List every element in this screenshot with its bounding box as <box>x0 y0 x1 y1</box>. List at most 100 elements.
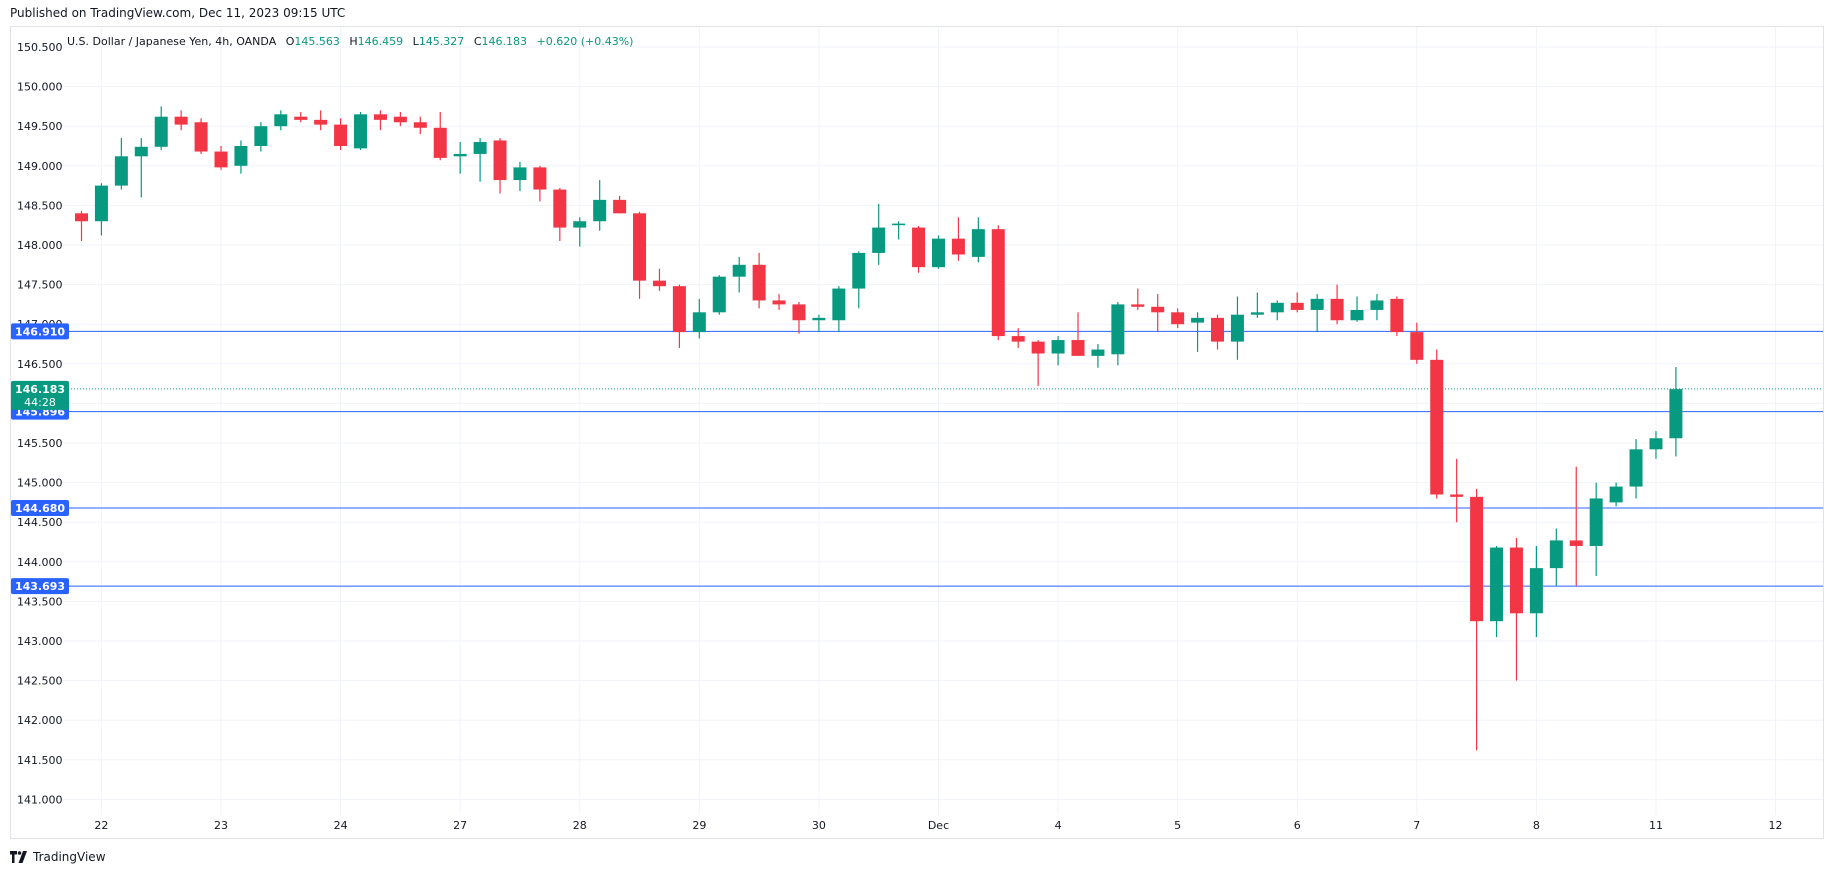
footer-brand[interactable]: TradingView <box>10 850 106 864</box>
candle-body <box>1529 568 1543 614</box>
y-tick-label: 141.500 <box>17 754 63 767</box>
candle-body <box>94 185 108 222</box>
candle-body <box>1390 298 1404 333</box>
candle <box>334 118 348 150</box>
candle-body <box>1330 298 1344 321</box>
x-tick-label: 24 <box>334 819 348 832</box>
y-tick-label: 145.500 <box>17 437 63 450</box>
candle-body <box>1430 359 1444 495</box>
candle-body <box>1649 438 1663 450</box>
candle <box>433 111 447 161</box>
candle-body <box>354 114 368 149</box>
candle-body <box>573 221 587 228</box>
x-axis-labels: 22 23 24 27 28 29 30 Dec 4 5 6 7 8 11 12 <box>94 819 1782 832</box>
current-price-badge <box>11 380 69 410</box>
candle <box>792 302 806 334</box>
candle <box>373 110 387 131</box>
candle-body <box>732 264 746 277</box>
candle-body <box>1250 312 1264 315</box>
candle-body <box>1310 298 1324 310</box>
candle-body <box>1071 340 1085 356</box>
candle-body <box>1410 332 1424 360</box>
candle <box>951 217 965 261</box>
candle-body <box>872 227 886 253</box>
candle <box>692 298 706 339</box>
candle <box>473 138 487 182</box>
y-tick-label: 143.500 <box>17 595 63 608</box>
candle <box>852 251 866 309</box>
candle-body <box>1370 300 1384 310</box>
candle <box>971 217 985 263</box>
candle-body <box>951 238 965 255</box>
candle <box>453 142 467 174</box>
candle <box>712 275 726 315</box>
candle <box>1649 431 1663 459</box>
candle-body <box>593 199 607 222</box>
candle <box>1569 466 1583 586</box>
y-tick-label: 148.000 <box>17 239 63 252</box>
candle <box>1330 284 1344 325</box>
grid-layer <box>62 27 1823 815</box>
y-axis-labels: 150.500 150.000 149.500 149.000 148.500 148.0… <box>17 41 63 806</box>
candle-body <box>453 153 467 157</box>
candle-body <box>294 116 308 120</box>
candle <box>114 138 128 190</box>
candle <box>393 111 407 127</box>
candle <box>732 256 746 293</box>
y-tick-label: 144.000 <box>17 556 63 569</box>
x-tick-label: 30 <box>812 819 826 832</box>
candle <box>1310 294 1324 333</box>
candle-body <box>1011 336 1025 342</box>
horizontal-lines-layer <box>62 330 1823 587</box>
candle <box>533 165 547 202</box>
x-tick-label: 22 <box>94 819 108 832</box>
level-badge-label: 143.693 <box>15 580 65 593</box>
x-tick-label: Dec <box>928 819 949 832</box>
y-tick-label: 149.500 <box>17 120 63 133</box>
candle <box>812 314 826 333</box>
candle-body <box>892 223 906 226</box>
y-tick-label: 149.000 <box>17 160 63 173</box>
candle <box>1609 482 1623 507</box>
published-caption: Published on TradingView.com, Dec 11, 20… <box>10 6 346 20</box>
candle-body <box>134 146 148 157</box>
candle <box>134 138 148 198</box>
candle <box>832 286 846 333</box>
candle <box>354 111 368 150</box>
candle-body <box>792 304 806 321</box>
candle-body <box>413 122 427 128</box>
candle-body <box>234 146 248 166</box>
candle-body <box>1191 317 1205 323</box>
y-tick-label: 145.000 <box>17 477 63 490</box>
candle-body <box>931 238 945 268</box>
candle <box>593 180 607 231</box>
candle-body <box>174 116 188 125</box>
candle-body <box>672 286 686 333</box>
candle-body <box>852 252 866 289</box>
candle-body <box>1509 547 1523 614</box>
x-tick-label: 27 <box>453 819 467 832</box>
candle <box>94 183 108 236</box>
candle <box>1011 328 1025 348</box>
candle <box>1549 528 1563 586</box>
candle <box>1071 312 1085 356</box>
candle <box>1031 340 1045 386</box>
candle <box>413 116 427 135</box>
candle-body <box>433 127 447 158</box>
candle <box>1629 439 1643 499</box>
x-tick-label: 28 <box>573 819 587 832</box>
candle <box>912 225 926 273</box>
candle <box>314 110 328 131</box>
candle <box>493 138 507 194</box>
x-tick-label: 29 <box>692 819 706 832</box>
candles-layer <box>75 106 1683 751</box>
candle <box>772 294 786 310</box>
y-tick-label: 144.500 <box>17 516 63 529</box>
candle-body <box>1031 341 1045 354</box>
x-tick-label: 8 <box>1533 819 1540 832</box>
y-tick-label: 147.500 <box>17 279 63 292</box>
x-tick-label: 6 <box>1294 819 1301 832</box>
level-badge-label: 146.910 <box>15 325 65 338</box>
candle-body <box>154 116 168 147</box>
